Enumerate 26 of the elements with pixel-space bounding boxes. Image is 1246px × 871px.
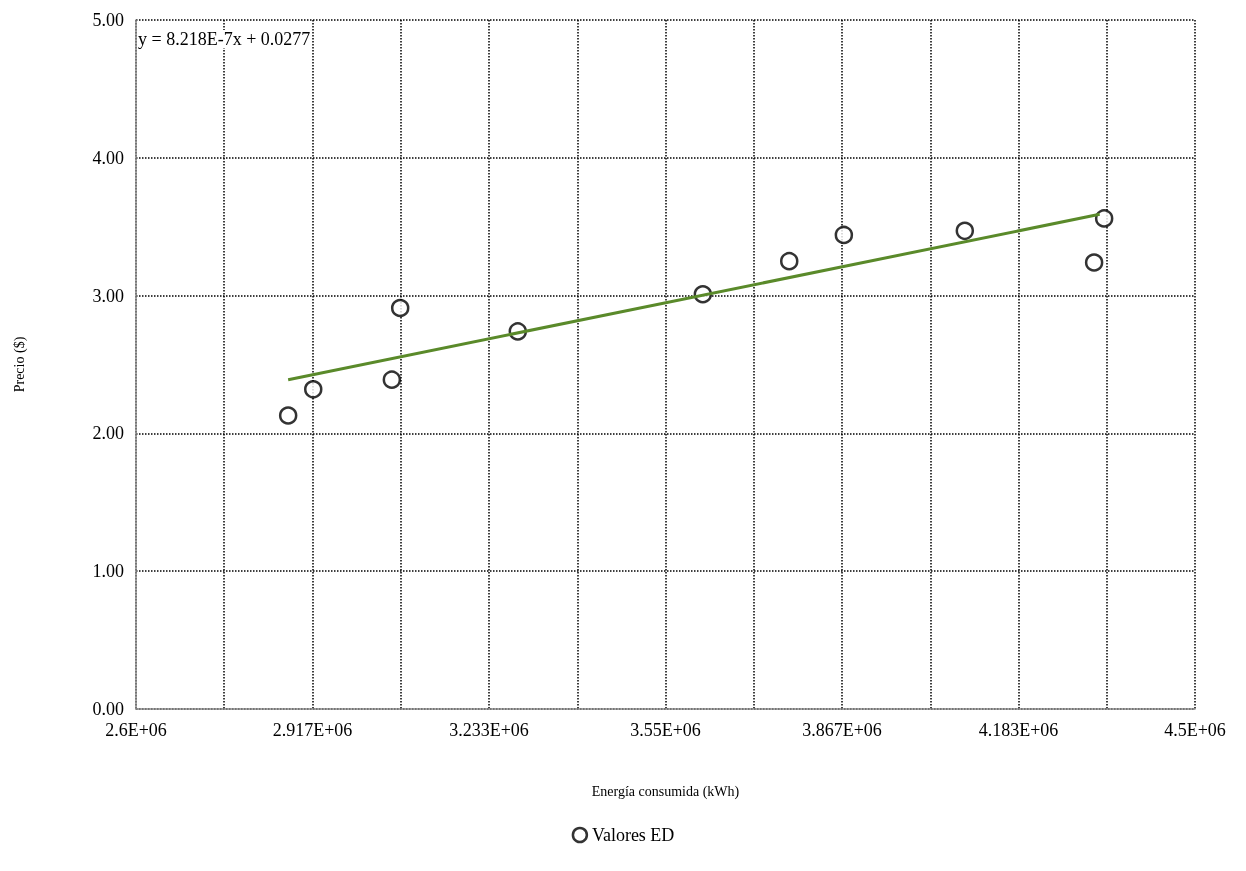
point: [1084, 253, 1104, 272]
x-axis-title: Energía consumida (kWh): [591, 783, 740, 800]
y-tick-label: 0.00: [92, 699, 124, 719]
x-tick-label: 2.6E+06: [105, 720, 167, 740]
point: [304, 380, 323, 399]
x-tick-label: 4.183E+06: [978, 720, 1059, 740]
y-tick-label: 1.00: [92, 561, 124, 582]
y-tick-label: 3.00: [92, 285, 124, 306]
x-tick-label: 2.917E+06: [272, 720, 353, 740]
point: [390, 298, 410, 318]
x-tick-label: 3.867E+06: [802, 720, 882, 740]
y-tick-label: 2.00: [92, 423, 124, 444]
y-axis-title: Precio ($): [11, 336, 28, 393]
point: [955, 221, 975, 241]
point: [382, 370, 402, 389]
y-tick-label: 5.00: [92, 10, 124, 30]
y-tick-label: 4.00: [92, 147, 124, 168]
annotation: y = 8.218E-7x + 0.0277: [138, 29, 311, 49]
x-tick-label: 4.5E+06: [1164, 720, 1226, 740]
point: [1094, 209, 1114, 228]
x-tick-label: 3.233E+06: [449, 720, 529, 740]
point: [780, 251, 799, 271]
point: [278, 406, 298, 425]
legend-label: Valores ED: [591, 825, 675, 845]
x-tick-label: 3.55E+06: [630, 720, 701, 740]
point: [834, 225, 854, 245]
